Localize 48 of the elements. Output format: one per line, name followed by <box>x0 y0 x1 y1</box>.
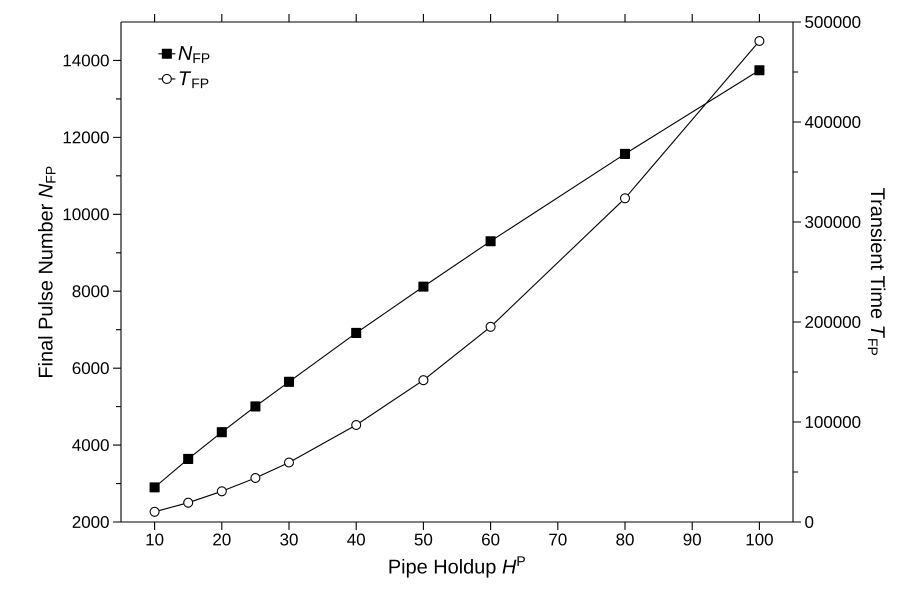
point <box>183 454 194 464</box>
point <box>754 65 764 76</box>
x-tick-label: 100 <box>746 534 773 546</box>
point <box>620 148 630 159</box>
y-tick-label: 6000 <box>72 362 109 374</box>
y2-tick-label: 200000 <box>805 316 860 328</box>
point <box>250 472 260 484</box>
point <box>486 322 496 332</box>
y-tick-label: 4000 <box>72 439 109 452</box>
x-tick-label: 30 <box>280 534 298 546</box>
point <box>418 375 428 386</box>
y-tick-label: 10000 <box>64 208 109 220</box>
y2-axis-title: Transient Time T$_{FP}$ <box>868 188 886 356</box>
x-tick-label: 90 <box>684 534 701 546</box>
point <box>418 282 428 292</box>
y-axis-title: Final Pulse Number N$_{FP}$ <box>38 166 56 377</box>
y2-tick-label: 0 <box>805 516 814 528</box>
point <box>351 328 362 338</box>
point <box>150 506 160 517</box>
point <box>351 420 362 430</box>
legend-label: T$_{FP}$ <box>180 71 208 88</box>
legend-label: N$_{FP}$ <box>178 46 210 63</box>
point <box>216 486 227 496</box>
point <box>486 236 496 246</box>
x-axis-title: Pipe Holdup H$^{P}$ <box>389 556 525 578</box>
y-tick-label: 14000 <box>64 54 109 66</box>
y2-tick-label: 100000 <box>806 416 860 428</box>
y2-tick-label: 300000 <box>805 216 860 228</box>
x-tick-label: 70 <box>549 534 567 546</box>
point <box>284 457 294 468</box>
point <box>150 482 160 492</box>
x-tick-label: 40 <box>347 534 365 546</box>
x-tick-label: 80 <box>616 534 634 546</box>
point <box>620 193 630 204</box>
x-tick-label: 20 <box>213 534 231 546</box>
point <box>183 498 194 508</box>
y2-tick-label: 400000 <box>804 116 860 128</box>
y-tick-label: 12000 <box>64 131 109 144</box>
point <box>754 36 764 46</box>
y-tick-label: 2000 <box>72 516 109 528</box>
x-tick-label: 60 <box>482 534 500 546</box>
y-tick-label: 8000 <box>72 285 109 298</box>
x-tick-label: 10 <box>146 534 164 546</box>
y2-tick-label: 500000 <box>805 16 860 28</box>
point <box>250 401 260 412</box>
point <box>216 427 227 438</box>
point <box>284 376 294 387</box>
x-tick-label: 50 <box>414 534 432 546</box>
